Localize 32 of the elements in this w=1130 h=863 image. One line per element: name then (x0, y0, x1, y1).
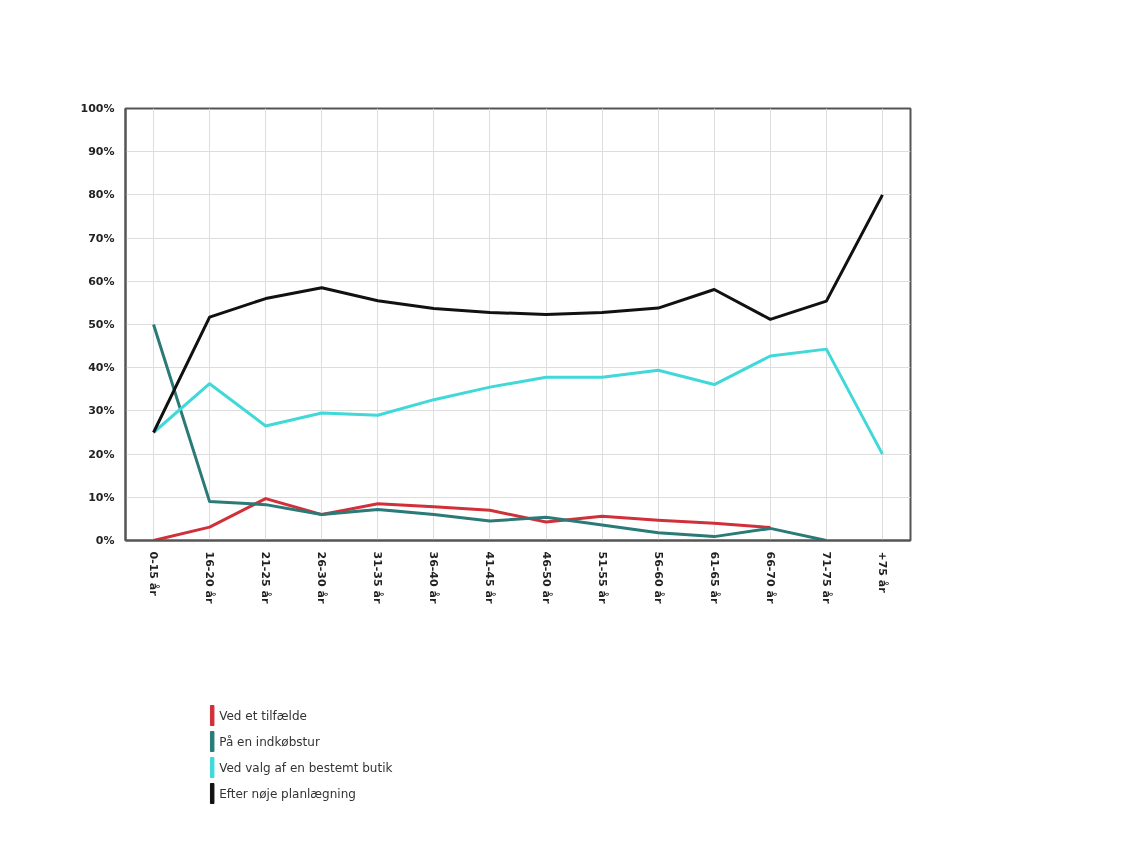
y-tick-label: 70% (88, 231, 115, 245)
y-tick-label: 30% (88, 404, 115, 418)
x-tick-label: 46-50 år (539, 551, 553, 604)
x-tick-label: 16-20 år (203, 551, 217, 604)
line-series (152, 347, 884, 456)
line-series (152, 193, 884, 434)
x-tick-label: 41-45 år (483, 551, 497, 604)
legend-label: Ved et tilfælde (219, 708, 307, 723)
x-tick-label: 21-25 år (259, 551, 273, 604)
line-series (152, 323, 828, 541)
x-tick-label: 26-30 år (315, 551, 329, 604)
legend-label: Ved valg af en bestemt butik (219, 760, 393, 775)
y-tick-label: 80% (88, 188, 115, 202)
x-tick-label: +75 år (875, 551, 889, 594)
legend-label: På en indkøbstur (219, 734, 320, 749)
y-tick-label: 100% (80, 102, 115, 115)
x-tick-label: 61-65 år (707, 551, 721, 604)
x-tick-label: 51-55 år (595, 551, 609, 604)
y-tick-label: 50% (88, 318, 115, 331)
x-tick-label: 31-35 år (371, 551, 385, 604)
x-tick-label: 56-60 år (651, 551, 665, 604)
y-tick-label: 20% (88, 447, 115, 461)
y-tick-label: 10% (88, 490, 115, 504)
y-tick-label: 60% (88, 274, 115, 288)
x-tick-label: 66-70 år (763, 551, 777, 604)
x-tick-label: 0-15 år (147, 551, 161, 597)
x-tick-label: 36-40 år (427, 551, 441, 604)
y-tick-label: 40% (88, 361, 115, 375)
legend-label: Efter nøje planlægning (219, 786, 356, 801)
x-tick-label: 71-75 år (819, 551, 833, 604)
y-tick-label: 0% (95, 534, 115, 547)
y-tick-label: 90% (88, 145, 115, 159)
